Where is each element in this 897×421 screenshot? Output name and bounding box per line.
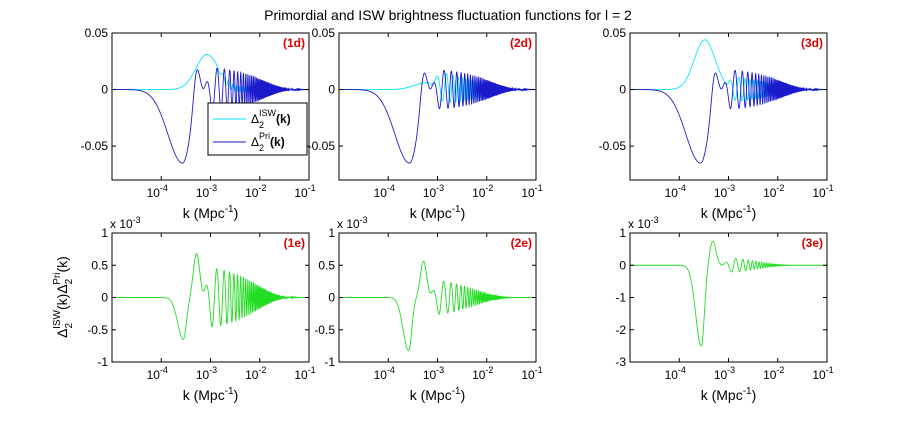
ytick-label: 0 bbox=[619, 258, 626, 272]
series-pri-2d bbox=[339, 69, 536, 164]
xtick-label: 10-3 bbox=[714, 183, 735, 200]
xtick-label: 10-4 bbox=[374, 365, 395, 382]
yscale-note-1e: x 10-3 bbox=[110, 215, 141, 231]
xlabel-2d: k (Mpc-1) bbox=[410, 204, 466, 221]
chart-2e: -1 -0.5 0 0.5 1 10-4 10-3 10-2 10-1 k (Mpc-1) (2e)… bbox=[314, 215, 542, 403]
panel-label-3e: (3e) bbox=[802, 236, 823, 250]
xtick-label: 10-1 bbox=[294, 365, 315, 382]
chart-1e: -1 -0.5 0 0.5 1 10-4 10-3 10-2 10-1 k (Mpc-1) (1e)… bbox=[87, 215, 315, 403]
ytick-label: 0 bbox=[101, 83, 108, 97]
ytick-label: -0.5 bbox=[314, 323, 335, 337]
panel-label-3d: (3d) bbox=[801, 36, 823, 50]
xtick-label: 10-1 bbox=[294, 183, 315, 200]
legend-box bbox=[207, 102, 308, 156]
series-product-1e bbox=[112, 253, 309, 340]
yscale-note-2e: x 10-3 bbox=[337, 215, 368, 231]
series-pri-1d bbox=[112, 67, 309, 164]
ytick-label: 0.05 bbox=[85, 26, 109, 40]
ytick-label: -2 bbox=[615, 323, 626, 337]
panel-label-1e: (1e) bbox=[284, 236, 305, 250]
xtick-label: 10-1 bbox=[521, 365, 542, 382]
ytick-label: 0 bbox=[101, 291, 108, 305]
ytick-label: 0 bbox=[328, 83, 335, 97]
ytick-label: -0.5 bbox=[87, 323, 108, 337]
ytick-label: 0.05 bbox=[603, 26, 627, 40]
xtick-label: 10-2 bbox=[472, 365, 493, 382]
panel-label-2e: (2e) bbox=[511, 236, 532, 250]
xtick-label: 10-2 bbox=[472, 183, 493, 200]
ytick-label: -1 bbox=[615, 291, 626, 305]
ytick-label: -1 bbox=[97, 355, 108, 369]
xtick-label: 10-4 bbox=[147, 183, 168, 200]
axes-box-3d bbox=[629, 32, 828, 181]
xtick-label: 10-4 bbox=[147, 365, 168, 382]
xtick-label: 10-4 bbox=[665, 183, 686, 200]
row2-ylabel: Δ2ISW(k)Δ2Pri(k) bbox=[52, 256, 75, 338]
panel-label-1d: (1d) bbox=[283, 36, 305, 50]
xtick-label: 10-3 bbox=[714, 365, 735, 382]
xtick-label: 10-3 bbox=[196, 183, 217, 200]
chart-3d: -0.05 0 0.05 10-4 10-3 10-2 10-1 k (Mpc-1) (3d) bbox=[599, 26, 834, 221]
ytick-label: -0.05 bbox=[308, 139, 336, 153]
xtick-label: 10-3 bbox=[423, 365, 444, 382]
panel-label-2d: (2d) bbox=[510, 36, 532, 50]
xlabel-3e: k (Mpc-1) bbox=[701, 386, 757, 403]
series-product-3e bbox=[630, 240, 827, 347]
ytick-label: 0.5 bbox=[318, 258, 335, 272]
xlabel-1e: k (Mpc-1) bbox=[183, 386, 239, 403]
xtick-label: 10-4 bbox=[665, 365, 686, 382]
xtick-label: 10-1 bbox=[812, 365, 833, 382]
series-pri-3d bbox=[630, 69, 827, 164]
axes-box-3e bbox=[629, 232, 828, 363]
ytick-label: -0.05 bbox=[81, 139, 109, 153]
ytick-label: 0.5 bbox=[91, 258, 108, 272]
ytick-label: -3 bbox=[615, 355, 626, 369]
xtick-label: 10-2 bbox=[763, 183, 784, 200]
ytick-label: 0 bbox=[328, 291, 335, 305]
xtick-label: 10-4 bbox=[374, 183, 395, 200]
xtick-label: 10-1 bbox=[812, 183, 833, 200]
chart-2d: -0.05 0 0.05 10-4 10-3 10-2 10-1 k (Mpc-1) (2d) bbox=[308, 26, 543, 221]
ytick-label: 1 bbox=[328, 226, 335, 240]
xlabel-1d: k (Mpc-1) bbox=[183, 204, 239, 221]
ytick-label: 0 bbox=[619, 83, 626, 97]
xtick-label: 10-3 bbox=[196, 365, 217, 382]
xtick-label: 10-2 bbox=[763, 365, 784, 382]
xlabel-3d: k (Mpc-1) bbox=[701, 204, 757, 221]
ytick-label: -1 bbox=[324, 355, 335, 369]
ytick-label: -0.05 bbox=[599, 139, 627, 153]
ytick-label: 0.05 bbox=[312, 26, 336, 40]
figure-title: Primordial and ISW brightness fluctuatio… bbox=[264, 7, 632, 23]
xtick-label: 10-1 bbox=[521, 183, 542, 200]
xtick-label: 10-2 bbox=[245, 183, 266, 200]
chart-3e: -3 -2 -1 0 1 10-4 10-3 10-2 10-1 k (Mpc-1) (3e) x 1… bbox=[615, 215, 833, 403]
series-product-2e bbox=[339, 260, 536, 351]
xlabel-2e: k (Mpc-1) bbox=[410, 386, 466, 403]
axes-box-2d bbox=[338, 32, 537, 181]
chart-1d: -0.05 0 0.05 10-4 10-3 10-2 10-1 k (Mpc-1) (1d) Δ… bbox=[81, 26, 316, 221]
ytick-label: 1 bbox=[619, 226, 626, 240]
xtick-label: 10-2 bbox=[245, 365, 266, 382]
svg-text:Δ2ISW(k)Δ2Pri(k): Δ2ISW(k)Δ2Pri(k) bbox=[52, 256, 75, 338]
legend: Δ2ISW(k)Δ2Pri(k) bbox=[207, 102, 308, 156]
yscale-note-3e: x 10-3 bbox=[628, 215, 659, 231]
ytick-label: 1 bbox=[101, 226, 108, 240]
xtick-label: 10-3 bbox=[423, 183, 444, 200]
